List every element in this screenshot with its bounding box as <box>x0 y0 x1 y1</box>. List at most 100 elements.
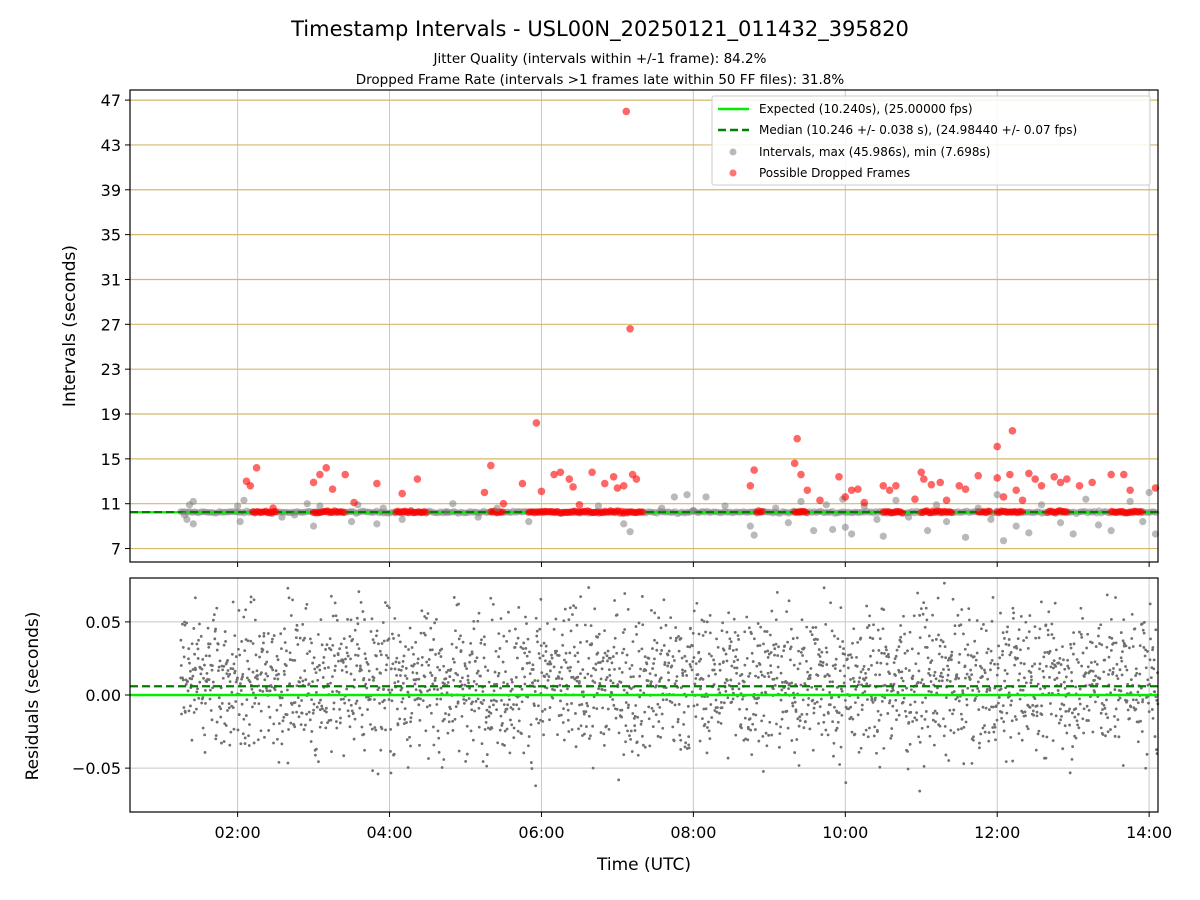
residual-point <box>667 661 671 665</box>
residual-point <box>395 707 399 711</box>
residual-point <box>767 652 771 656</box>
residual-point <box>707 652 711 656</box>
y-tick-label: 0.00 <box>85 686 121 705</box>
residual-point <box>240 702 244 706</box>
residual-point <box>912 614 916 618</box>
residual-point <box>375 629 379 633</box>
dropped-frame-point <box>569 483 577 491</box>
residual-point <box>1082 675 1086 678</box>
residual-point <box>1049 712 1053 716</box>
residual-point <box>1117 735 1121 739</box>
residual-point <box>267 705 271 709</box>
residual-point <box>773 653 776 657</box>
residual-point <box>587 656 591 660</box>
residual-point <box>915 718 919 722</box>
residual-point <box>539 597 543 601</box>
residual-point <box>413 682 417 686</box>
residual-point <box>465 667 469 670</box>
residual-point <box>497 655 501 659</box>
residual-point <box>332 701 336 705</box>
residual-point <box>199 634 203 638</box>
residual-point <box>660 649 664 652</box>
residual-point <box>587 586 591 589</box>
residual-point <box>892 661 896 665</box>
residual-point <box>865 626 869 630</box>
residual-point <box>485 764 489 768</box>
residual-point <box>926 725 930 729</box>
residual-point <box>351 637 355 641</box>
residual-point <box>313 753 317 757</box>
residual-point <box>1082 707 1086 711</box>
residual-point <box>567 730 571 733</box>
residual-point <box>1048 675 1051 679</box>
residual-point <box>457 749 461 753</box>
residual-point <box>1135 698 1138 702</box>
residual-point <box>746 738 750 742</box>
interval-point <box>1126 497 1134 506</box>
residual-point <box>811 698 815 702</box>
residual-point <box>841 640 845 643</box>
residual-point <box>897 645 901 649</box>
residual-point <box>321 707 324 711</box>
residual-point <box>615 613 619 617</box>
residual-point <box>439 655 443 658</box>
residual-point <box>922 682 926 686</box>
residual-point <box>794 710 798 713</box>
residual-point <box>975 651 979 655</box>
residual-point <box>232 727 236 731</box>
residual-point <box>326 721 329 725</box>
residual-point <box>388 691 392 695</box>
residual-point <box>809 667 813 670</box>
residual-point <box>1004 642 1008 646</box>
residual-point <box>353 628 357 632</box>
residual-point <box>1076 723 1080 727</box>
residual-point <box>635 633 638 636</box>
residual-point <box>459 634 462 638</box>
residual-point <box>862 664 866 668</box>
residual-point <box>314 671 318 675</box>
residual-point <box>1095 662 1099 666</box>
residual-point <box>718 691 722 695</box>
residual-point <box>1009 703 1013 707</box>
residual-point <box>582 712 586 716</box>
residual-point <box>357 590 361 594</box>
residual-point <box>442 664 446 668</box>
interval-point <box>493 504 501 512</box>
residual-point <box>772 677 776 681</box>
residual-point <box>598 661 602 664</box>
residual-point <box>767 733 771 737</box>
residual-point <box>984 706 988 710</box>
residual-point <box>955 673 959 677</box>
residual-point <box>423 675 427 679</box>
residual-point <box>286 586 290 590</box>
residual-point <box>366 662 370 666</box>
residual-point <box>1011 759 1015 763</box>
residual-point <box>437 651 441 655</box>
residual-point <box>927 689 931 693</box>
residual-point <box>1113 688 1117 691</box>
residual-point <box>1007 638 1011 641</box>
residual-point <box>1094 700 1097 704</box>
residual-point <box>262 631 266 635</box>
dropped-frame-point <box>341 470 350 479</box>
y-tick-label: 0.05 <box>85 613 121 632</box>
residual-point <box>220 701 224 705</box>
dropped-frame-point <box>499 499 508 508</box>
residual-point <box>525 622 528 626</box>
residual-point <box>656 702 660 706</box>
residual-point <box>410 646 414 649</box>
residual-point <box>214 737 218 741</box>
residual-point <box>557 714 561 717</box>
residual-point <box>264 662 267 666</box>
residual-point <box>819 660 822 663</box>
residual-point <box>389 749 392 753</box>
residual-point <box>842 647 845 651</box>
residual-point <box>738 707 741 711</box>
interval-point <box>347 518 356 526</box>
residual-point <box>581 690 585 694</box>
residual-point <box>520 732 523 736</box>
residual-point <box>1051 739 1055 743</box>
residual-point <box>1130 637 1134 640</box>
residual-point <box>842 681 846 685</box>
